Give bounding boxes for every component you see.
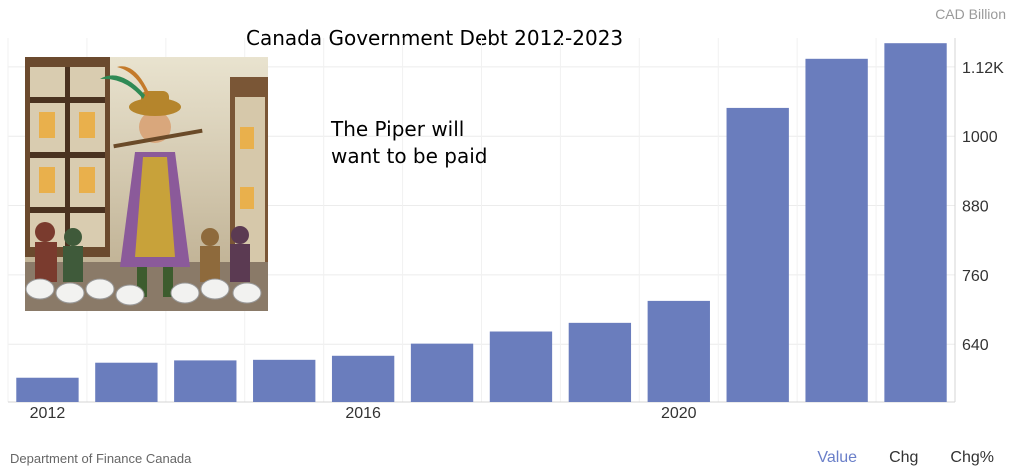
bar-2023[interactable] [884, 43, 947, 402]
x-tick-label: 2020 [661, 405, 697, 422]
tab-chg-percent[interactable]: Chg% [950, 449, 994, 466]
y-tick-label: 760 [962, 268, 989, 285]
bar-2012[interactable] [16, 377, 79, 402]
y-axis-ticks: 640 760 880 1000 1.12K [962, 60, 1004, 354]
bar-2013[interactable] [95, 362, 158, 402]
bar-2018[interactable] [489, 331, 553, 402]
bar-2017[interactable] [410, 343, 474, 402]
bar-2016[interactable] [331, 355, 395, 402]
chart-annotation: The Piper will want to be paid [331, 117, 488, 168]
y-tick-label: 1.12K [962, 60, 1004, 77]
bar-2019[interactable] [568, 322, 632, 402]
y-tick-label: 1000 [962, 129, 998, 146]
bar-2020[interactable] [647, 300, 710, 402]
unit-label: CAD Billion [935, 6, 1006, 22]
source-label: Department of Finance Canada [10, 451, 192, 466]
bars [16, 43, 947, 403]
bar-2022[interactable] [805, 58, 868, 403]
bar-2015[interactable] [253, 359, 316, 402]
tab-chg[interactable]: Chg [889, 449, 919, 466]
y-tick-label: 640 [962, 337, 989, 354]
x-tick-label: 2012 [30, 405, 66, 422]
pied-piper-illustration [25, 57, 268, 311]
y-tick-label: 880 [962, 199, 989, 216]
bar-2014[interactable] [174, 360, 237, 402]
tab-value[interactable]: Value [817, 449, 858, 466]
x-tick-label: 2016 [345, 405, 381, 422]
view-tabs: Value Chg Chg% [785, 449, 994, 467]
x-axis-ticks: 2012 2016 2020 [30, 405, 697, 422]
bar-2021[interactable] [726, 107, 789, 403]
